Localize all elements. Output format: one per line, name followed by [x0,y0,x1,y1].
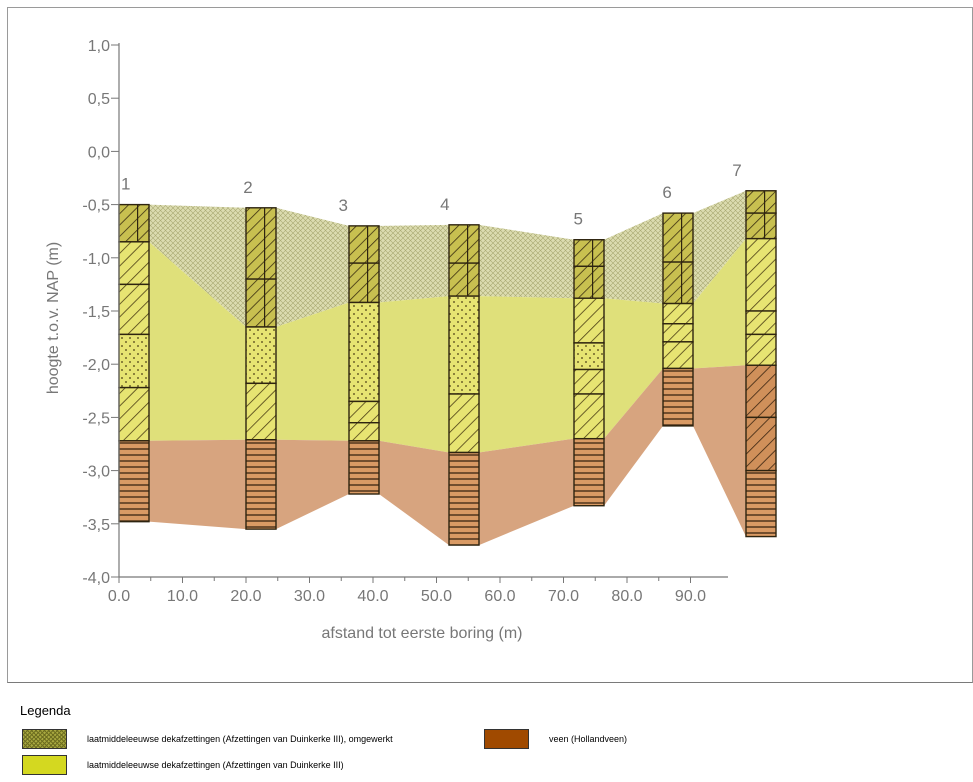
legend-label-omgewerkt: laatmiddeleeuwse dekafzettingen (Afzetti… [87,734,393,744]
boring-7-segment [745,364,777,419]
boring-4: 4 [440,195,480,546]
x-tick-label: 80.0 [611,588,642,605]
boring-number-label: 1 [121,175,130,194]
x-tick-label: 70.0 [548,588,579,605]
boring-7: 7 [732,161,777,538]
boring-2-segment [245,439,277,530]
boring-6-segment [662,261,694,305]
y-tick-label: 0,5 [88,91,110,108]
boring-number-label: 6 [662,183,671,202]
boring-7-segment [745,416,777,472]
x-tick-label: 10.0 [167,588,198,605]
x-tick-label: 20.0 [230,588,261,605]
boring-7-segment [745,190,777,214]
boring-5-segment [573,265,605,299]
legend-swatch-veen [484,729,529,749]
legend-title: Legenda [20,703,71,718]
boring-number-label: 3 [339,196,348,215]
x-tick-label: 50.0 [421,588,452,605]
y-axis-title: hoogte t.o.v. NAP (m) [45,242,62,394]
y-tick-label: 1,0 [88,38,110,55]
axes: 1,0 0,5 0,0 -0,5 -1,0 -1,5 -2,0 -2,5 -3,0 -3,5 -4,… [82,38,728,605]
boring-6: 6 [662,183,694,427]
boring-1-segment [118,333,150,389]
boring-3-segment [348,422,380,442]
boring-5-segment [573,437,605,507]
boring-1-segment [118,283,150,336]
boring-6-segment [662,341,694,370]
boring-5-segment [573,297,605,344]
section-panel: 1 2 3 4 5 6 7 1,0 0,5 0,0 -0,5 -1,0 -1,5 -2,0 -2,5 -3,… [7,7,973,683]
boring-number-label: 5 [573,210,582,229]
boring-7-segment [745,237,777,312]
band-duinkerke [119,238,776,453]
boring-3: 3 [339,196,380,495]
y-tick-label: -3,0 [82,464,110,481]
y-tick-label: -2,5 [82,410,110,427]
boring-4-segment [448,224,480,264]
boring-number-label: 2 [243,178,252,197]
boring-7-segment [745,333,777,366]
boring-5-segment [573,393,605,440]
y-tick-label: -1,0 [82,251,110,268]
y-tick-label: -2,0 [82,357,110,374]
boring-2-segment [245,207,277,280]
boring-1-segment [118,386,150,442]
boring-6-segment [662,302,694,325]
boring-2-segment [245,326,277,385]
boring-1-segment [118,241,150,286]
legend-label-veen: veen (Hollandveen) [549,734,628,744]
boring-4-segment [448,295,480,395]
legend: Legenda laatmiddeleeuwse dekafzettingen … [20,703,960,781]
boring-2-segment [245,278,277,328]
legend-item-duinkerke: laatmiddeleeuwse dekafzettingen (Afzetti… [22,755,344,775]
boring-5-segment [573,368,605,395]
x-tick-label: 30.0 [294,588,325,605]
boring-6-segment [662,367,694,427]
boring-7-segment [745,469,777,538]
boring-5: 5 [573,210,605,507]
x-tick-label: 40.0 [357,588,388,605]
layer-bands [119,190,776,546]
boring-2-segment [245,382,277,441]
cross-section-chart: 1 2 3 4 5 6 7 1,0 0,5 0,0 -0,5 -1,0 -1,5 -2,0 -2,5 -3,… [45,38,777,642]
boring-3-segment [348,225,380,264]
boring-7-segment [745,310,777,336]
boring-6-segment [662,212,694,263]
legend-swatch-duinkerke [22,755,67,775]
boring-2: 2 [243,178,277,530]
legend-label-duinkerke: laatmiddeleeuwse dekafzettingen (Afzetti… [87,760,344,770]
boring-3-segment [348,400,380,424]
band-omgewerkt [119,190,776,327]
y-tick-label: -4,0 [82,570,110,587]
legend-item-veen: veen (Hollandveen) [484,729,627,749]
legend-item-omgewerkt: laatmiddeleeuwse dekafzettingen (Afzetti… [22,729,393,749]
boring-7-segment [745,212,777,240]
x-tick-label: 60.0 [484,588,515,605]
boring-number-label: 7 [732,161,741,180]
boring-5-segment [573,342,605,371]
y-tick-label: -3,5 [82,517,110,534]
boring-3-segment [348,262,380,304]
boring-4-segment [448,451,480,546]
borings: 1 2 3 4 5 6 7 [118,161,777,546]
boring-number-label: 4 [440,195,449,214]
boring-3-segment [348,440,380,495]
boring-5-segment [573,239,605,268]
boring-1-segment [118,440,150,523]
boring-6-segment [662,323,694,343]
band-veen [119,365,776,546]
legend-swatch-omgewerkt [22,729,67,749]
x-tick-label: 0.0 [108,588,130,605]
boring-3-segment [348,301,380,403]
boring-4-segment [448,262,480,297]
boring-4-segment [448,393,480,454]
x-tick-label: 90.0 [675,588,706,605]
y-tick-label: -0,5 [82,198,110,215]
x-axis-title: afstand tot eerste boring (m) [322,625,523,642]
boring-1: 1 [118,175,150,523]
y-tick-label: 0,0 [88,144,110,161]
boring-1-segment [118,203,150,243]
y-tick-label: -1,5 [82,304,110,321]
